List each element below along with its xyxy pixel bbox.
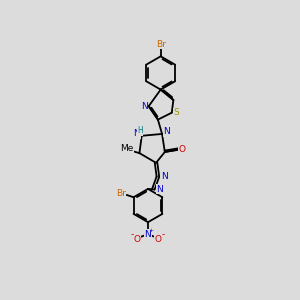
Text: N: N: [161, 172, 168, 181]
Text: O: O: [134, 235, 140, 244]
Text: -: -: [161, 230, 164, 239]
Text: Br: Br: [156, 40, 166, 49]
Text: N: N: [133, 129, 140, 138]
Text: N: N: [163, 127, 170, 136]
Text: Br: Br: [116, 189, 126, 198]
Text: +: +: [149, 227, 154, 232]
Text: O: O: [154, 235, 161, 244]
Text: N: N: [156, 185, 163, 194]
Text: N: N: [141, 102, 148, 111]
Text: H: H: [137, 126, 143, 135]
Text: -: -: [130, 230, 134, 239]
Text: Me: Me: [120, 144, 134, 153]
Text: S: S: [173, 108, 179, 117]
Text: O: O: [179, 145, 186, 154]
Text: N: N: [145, 230, 152, 239]
